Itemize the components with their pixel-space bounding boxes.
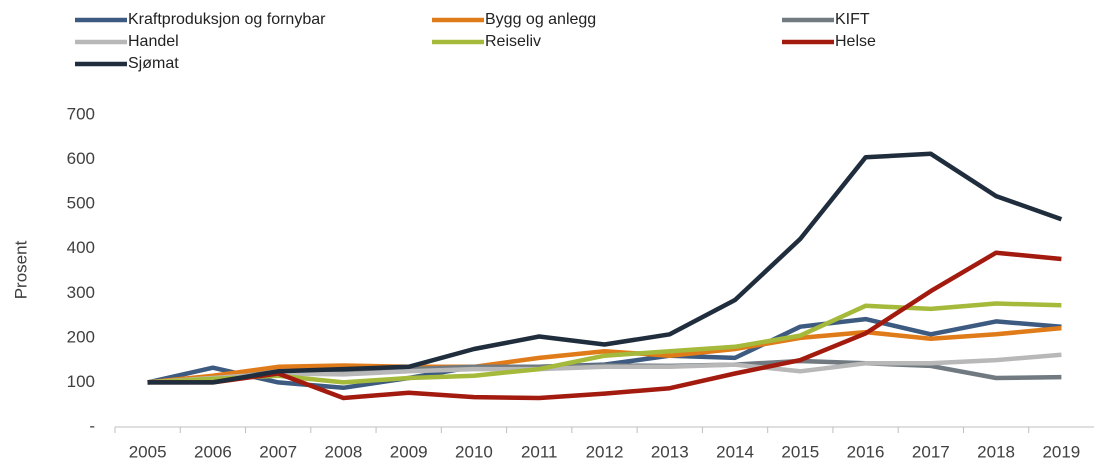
x-tick-label: 2005: [129, 442, 167, 461]
x-tick-label: 2007: [259, 442, 297, 461]
series-line: [147, 352, 1062, 385]
x-tick-label: 2015: [781, 442, 819, 461]
x-tick-label: 2018: [977, 442, 1015, 461]
y-tick-label: 700: [67, 104, 95, 123]
x-tick-label: 2011: [521, 442, 558, 461]
x-tick-label: 2012: [586, 442, 624, 461]
x-tick-label: 2006: [194, 442, 232, 461]
x-tick-label: 2013: [651, 442, 689, 461]
series-line: [147, 250, 1062, 401]
x-tick-label: 2016: [847, 442, 885, 461]
x-tick-label: 2019: [1042, 442, 1080, 461]
y-tick-label: 200: [67, 327, 95, 346]
y-tick-label: 400: [67, 238, 95, 257]
y-axis-label: Prosent: [11, 240, 30, 299]
y-tick-label: -: [89, 416, 95, 435]
legend-label: KIFT: [835, 11, 870, 28]
legend-label: Bygg og anlegg: [485, 11, 596, 28]
x-tick-label: 2017: [912, 442, 950, 461]
y-tick-label: 500: [67, 194, 95, 213]
x-tick-label: 2010: [455, 442, 493, 461]
y-tick-label: 100: [67, 372, 95, 391]
y-tick-label: 600: [67, 149, 95, 168]
y-tick-label: 300: [67, 283, 95, 302]
x-tick-label: 2008: [325, 442, 363, 461]
legend-label: Reiseliv: [485, 33, 541, 50]
series-line: [147, 325, 1062, 385]
legend-label: Handel: [128, 33, 179, 50]
legend-label: Kraftproduksjon og fornybar: [128, 11, 326, 28]
legend-label: Sjømat: [128, 55, 179, 72]
x-tick-label: 2014: [716, 442, 754, 461]
legend-label: Helse: [835, 33, 876, 50]
series-line: [147, 151, 1063, 385]
x-tick-label: 2009: [390, 442, 428, 461]
